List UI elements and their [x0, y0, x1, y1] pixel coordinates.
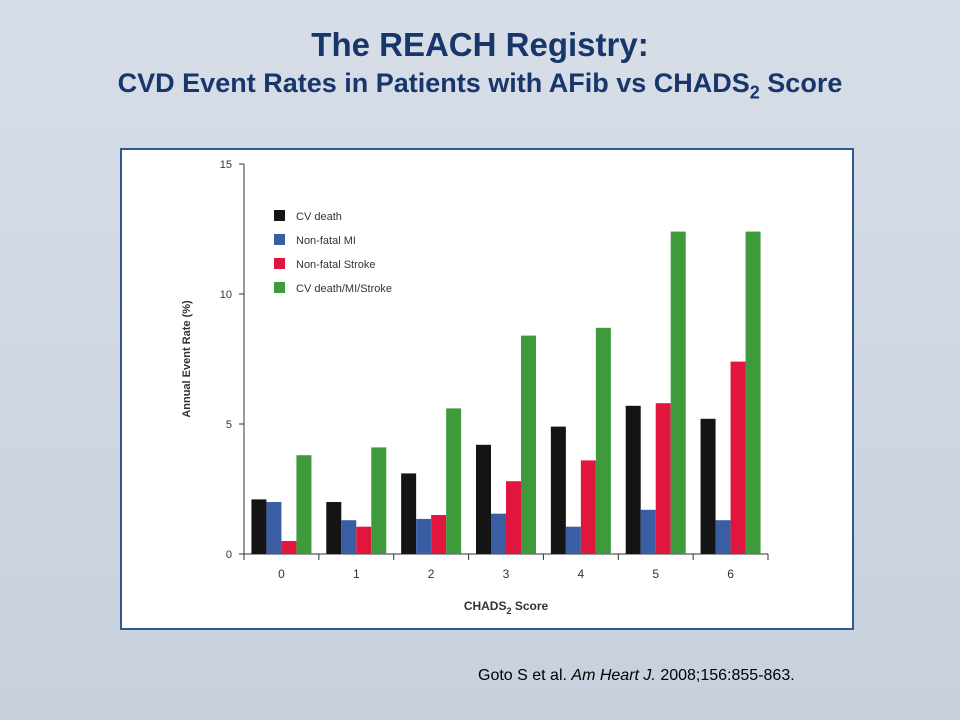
bar	[700, 418, 716, 554]
citation-authors: Goto S et al.	[478, 667, 567, 684]
bar	[431, 515, 447, 554]
bar	[521, 335, 536, 554]
x-tick-label: 5	[652, 567, 659, 581]
subtitle-end: Score	[759, 68, 843, 98]
x-tick-label: 3	[503, 567, 510, 581]
slide-header: The REACH Registry: CVD Event Rates in P…	[0, 26, 960, 109]
bar	[565, 526, 581, 554]
y-tick-label: 10	[220, 289, 232, 301]
bar	[550, 426, 566, 554]
legend-swatch	[274, 234, 285, 245]
citation-journal: Am Heart J.	[571, 667, 656, 684]
subtitle-subscript: 2	[749, 82, 760, 103]
legend-swatch	[274, 282, 285, 293]
bar	[715, 520, 731, 554]
x-tick-label: 1	[353, 567, 360, 581]
y-tick-label: 0	[226, 549, 232, 561]
bar	[670, 231, 686, 554]
bar	[730, 361, 746, 554]
legend-swatch	[274, 258, 285, 269]
x-tick-label: 4	[578, 567, 585, 581]
bar	[281, 541, 297, 554]
legend-label: CV death	[296, 211, 342, 223]
x-tick-label: 6	[727, 567, 734, 581]
bar	[266, 502, 282, 554]
bar	[341, 520, 357, 554]
bar	[580, 460, 596, 554]
chart-frame: 0 5 10 15 0 1 2 3 4 5 6 Annual Event Rate (%) CHADS2…	[120, 148, 854, 630]
legend-label: Non-fatal Stroke	[296, 259, 375, 271]
slide-subtitle: CVD Event Rates in Patients with AFib vs…	[0, 66, 960, 109]
x-tick-label: 0	[278, 567, 285, 581]
bar	[326, 502, 342, 554]
bar	[371, 447, 387, 554]
legend-label: Non-fatal MI	[296, 235, 356, 247]
bar	[655, 403, 671, 554]
bar	[251, 499, 267, 554]
bar	[745, 231, 761, 554]
citation-details: 2008;156:855-863.	[660, 667, 795, 684]
y-tick-label: 5	[226, 419, 232, 431]
bar	[640, 509, 656, 554]
legend-label: CV death/MI/Stroke	[296, 283, 392, 295]
bar	[356, 526, 372, 554]
bar	[506, 481, 521, 554]
x-tick-label: 2	[428, 567, 435, 581]
slide-title: The REACH Registry:	[311, 26, 649, 63]
bar	[401, 473, 417, 554]
bar	[296, 455, 312, 554]
bar	[625, 405, 641, 554]
y-axis-label: Annual Event Rate (%)	[181, 300, 193, 418]
x-axis-label: CHADS2 Score	[464, 599, 549, 616]
y-tick-label: 15	[220, 159, 232, 171]
subtitle-main: CVD Event Rates in Patients with AFib vs…	[117, 68, 750, 98]
citation: Goto S et al. Am Heart J. 2008;156:855-8…	[478, 667, 795, 685]
bar	[476, 444, 491, 554]
bar-chart: 0 5 10 15 0 1 2 3 4 5 6 Annual Event Rate (%) CHADS2…	[181, 159, 769, 616]
bar	[595, 327, 611, 554]
bar	[446, 408, 462, 554]
bar	[416, 518, 432, 554]
legend-swatch	[274, 210, 285, 221]
bar	[491, 513, 506, 554]
